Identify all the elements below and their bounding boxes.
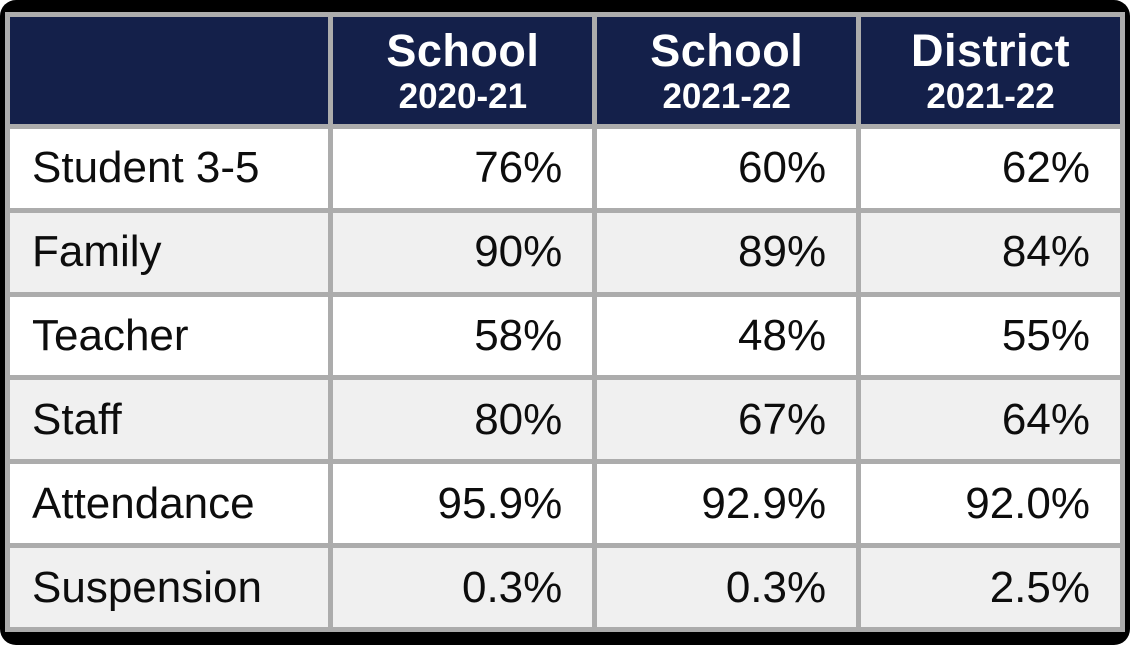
cell-value: 92.0% <box>856 459 1125 549</box>
cell-value: 80% <box>328 375 598 465</box>
table-row-attendance: Attendance 95.9% 92.9% 92.0% <box>4 459 1125 549</box>
cell-value: 89% <box>592 207 862 297</box>
table-row-staff: Staff 80% 67% 64% <box>4 375 1125 465</box>
table-row-student-3-5: Student 3-5 76% 60% 62% <box>4 124 1125 213</box>
corner-header-cell <box>4 12 334 129</box>
column-header-district-2021-22: District 2021-22 <box>856 12 1125 129</box>
cell-value: 58% <box>328 291 598 381</box>
column-header-sublabel: 2020-21 <box>398 77 528 117</box>
header-row: School 2020-21 School 2021-22 District 2… <box>4 12 1125 129</box>
table-row-teacher: Teacher 58% 48% 55% <box>4 291 1125 381</box>
cell-value: 0.3% <box>592 543 862 632</box>
column-header-label: School <box>650 25 804 77</box>
cell-value: 55% <box>856 291 1125 381</box>
column-header-label: School <box>386 25 540 77</box>
row-label: Attendance <box>4 459 334 549</box>
row-label: Teacher <box>4 291 334 381</box>
cell-value: 92.9% <box>592 459 862 549</box>
row-label: Suspension <box>4 543 334 632</box>
row-label: Family <box>4 207 334 297</box>
cell-value: 76% <box>328 124 598 213</box>
column-header-label: District <box>911 25 1071 77</box>
cell-value: 67% <box>592 375 862 465</box>
column-header-school-2020-21: School 2020-21 <box>328 12 598 129</box>
cell-value: 0.3% <box>328 543 598 632</box>
cell-value: 90% <box>328 207 598 297</box>
cell-value: 84% <box>856 207 1125 297</box>
school-survey-table: School 2020-21 School 2021-22 District 2… <box>4 12 1125 632</box>
column-header-school-2021-22: School 2021-22 <box>592 12 862 129</box>
table-row-family: Family 90% 89% 84% <box>4 207 1125 297</box>
row-label: Student 3-5 <box>4 124 334 213</box>
table-row-suspension: Suspension 0.3% 0.3% 2.5% <box>4 543 1125 632</box>
column-header-sublabel: 2021-22 <box>926 77 1055 117</box>
cell-value: 48% <box>592 291 862 381</box>
cell-value: 2.5% <box>856 543 1125 632</box>
cell-value: 62% <box>856 124 1125 213</box>
cell-value: 60% <box>592 124 862 213</box>
cell-value: 64% <box>856 375 1125 465</box>
column-header-sublabel: 2021-22 <box>662 77 791 117</box>
row-label: Staff <box>4 375 334 465</box>
cell-value: 95.9% <box>328 459 598 549</box>
